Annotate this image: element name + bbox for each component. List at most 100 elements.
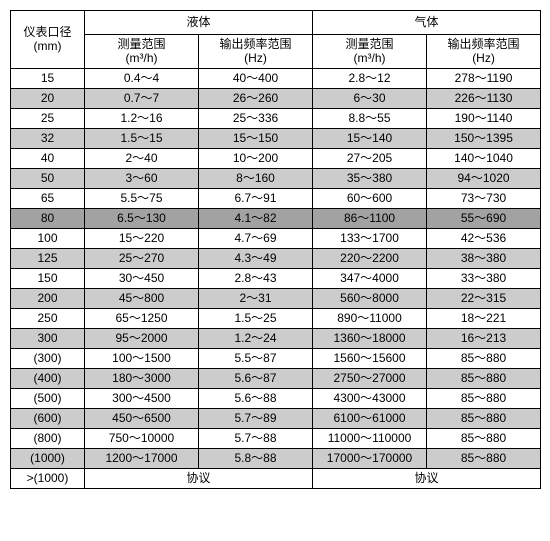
cell-diameter: 80 bbox=[11, 208, 85, 228]
cell-liquid-measure: 1.2～16 bbox=[85, 108, 199, 128]
cell-liquid-agreement: 协议 bbox=[85, 468, 313, 488]
cell-gas-output: 85～880 bbox=[427, 408, 541, 428]
cell-diameter: 65 bbox=[11, 188, 85, 208]
table-row: 251.2～1625～3368.8～55190～1140 bbox=[11, 108, 541, 128]
cell-diameter: 32 bbox=[11, 128, 85, 148]
cell-liquid-output: 4.7～69 bbox=[199, 228, 313, 248]
cell-diameter: (400) bbox=[11, 368, 85, 388]
table-row: 402～4010～20027～205140～1040 bbox=[11, 148, 541, 168]
cell-liquid-measure: 750～10000 bbox=[85, 428, 199, 448]
cell-diameter: 15 bbox=[11, 68, 85, 88]
table-row: 25065～12501.5～25890～1100018～221 bbox=[11, 308, 541, 328]
cell-gas-output: 38～380 bbox=[427, 248, 541, 268]
cell-liquid-measure: 1.5～15 bbox=[85, 128, 199, 148]
cell-gas-output: 85～880 bbox=[427, 348, 541, 368]
cell-gas-measure: 17000～170000 bbox=[313, 448, 427, 468]
cell-liquid-output: 26～260 bbox=[199, 88, 313, 108]
cell-diameter: >(1000) bbox=[11, 468, 85, 488]
cell-liquid-output: 2～31 bbox=[199, 288, 313, 308]
cell-gas-measure: 15～140 bbox=[313, 128, 427, 148]
cell-liquid-measure: 1200～17000 bbox=[85, 448, 199, 468]
table-row: 806.5～1304.1～8286～110055～690 bbox=[11, 208, 541, 228]
cell-gas-measure: 27～205 bbox=[313, 148, 427, 168]
table-row: 321.5～1515～15015～140150～1395 bbox=[11, 128, 541, 148]
cell-liquid-output: 8～160 bbox=[199, 168, 313, 188]
cell-diameter: 40 bbox=[11, 148, 85, 168]
table-row: (800)750～100005.7～8811000～11000085～880 bbox=[11, 428, 541, 448]
cell-gas-output: 85～880 bbox=[427, 388, 541, 408]
cell-gas-measure: 890～11000 bbox=[313, 308, 427, 328]
cell-liquid-output: 5.6～88 bbox=[199, 388, 313, 408]
cell-diameter: 50 bbox=[11, 168, 85, 188]
cell-liquid-output: 1.2～24 bbox=[199, 328, 313, 348]
cell-liquid-output: 1.5～25 bbox=[199, 308, 313, 328]
cell-liquid-measure: 180～3000 bbox=[85, 368, 199, 388]
cell-diameter: 300 bbox=[11, 328, 85, 348]
header-liquid-output: 输出频率范围(Hz) bbox=[199, 35, 313, 69]
table-row: 10015～2204.7～69133～170042～536 bbox=[11, 228, 541, 248]
cell-gas-measure: 2.8～12 bbox=[313, 68, 427, 88]
table-row: (300)100～15005.5～871560～1560085～880 bbox=[11, 348, 541, 368]
cell-gas-measure: 11000～110000 bbox=[313, 428, 427, 448]
cell-liquid-output: 6.7～91 bbox=[199, 188, 313, 208]
cell-gas-measure: 133～1700 bbox=[313, 228, 427, 248]
cell-liquid-output: 15～150 bbox=[199, 128, 313, 148]
header-diameter: 仪表口径(mm) bbox=[11, 11, 85, 69]
cell-gas-output: 278～1190 bbox=[427, 68, 541, 88]
cell-liquid-measure: 95～2000 bbox=[85, 328, 199, 348]
cell-gas-measure: 347～4000 bbox=[313, 268, 427, 288]
cell-gas-output: 33～380 bbox=[427, 268, 541, 288]
cell-liquid-output: 5.5～87 bbox=[199, 348, 313, 368]
table-row: 655.5～756.7～9160～60073～730 bbox=[11, 188, 541, 208]
header-liquid: 液体 bbox=[85, 11, 313, 35]
table-body: 150.4～440～4002.8～12278～1190200.7～726～260… bbox=[11, 68, 541, 488]
cell-gas-measure: 35～380 bbox=[313, 168, 427, 188]
cell-liquid-output: 4.3～49 bbox=[199, 248, 313, 268]
table-row: (400)180～30005.6～872750～2700085～880 bbox=[11, 368, 541, 388]
cell-liquid-measure: 3～60 bbox=[85, 168, 199, 188]
cell-liquid-measure: 25～270 bbox=[85, 248, 199, 268]
cell-liquid-output: 5.7～89 bbox=[199, 408, 313, 428]
cell-gas-output: 226～1130 bbox=[427, 88, 541, 108]
cell-gas-output: 18～221 bbox=[427, 308, 541, 328]
cell-liquid-output: 4.1～82 bbox=[199, 208, 313, 228]
table-row: (600)450～65005.7～896100～6100085～880 bbox=[11, 408, 541, 428]
cell-gas-output: 73～730 bbox=[427, 188, 541, 208]
cell-liquid-output: 5.7～88 bbox=[199, 428, 313, 448]
cell-liquid-measure: 2～40 bbox=[85, 148, 199, 168]
cell-gas-output: 55～690 bbox=[427, 208, 541, 228]
cell-gas-measure: 6～30 bbox=[313, 88, 427, 108]
cell-gas-measure: 220～2200 bbox=[313, 248, 427, 268]
table-row: 12525～2704.3～49220～220038～380 bbox=[11, 248, 541, 268]
cell-liquid-output: 5.8～88 bbox=[199, 448, 313, 468]
header-gas-output: 输出频率范围(Hz) bbox=[427, 35, 541, 69]
cell-liquid-measure: 45～800 bbox=[85, 288, 199, 308]
table-row: 30095～20001.2～241360～1800016～213 bbox=[11, 328, 541, 348]
cell-diameter: 250 bbox=[11, 308, 85, 328]
cell-gas-measure: 2750～27000 bbox=[313, 368, 427, 388]
cell-liquid-output: 10～200 bbox=[199, 148, 313, 168]
cell-diameter: 25 bbox=[11, 108, 85, 128]
table-row: 503～608～16035～38094～1020 bbox=[11, 168, 541, 188]
header-gas-measure: 测量范围(m³/h) bbox=[313, 35, 427, 69]
cell-liquid-output: 40～400 bbox=[199, 68, 313, 88]
table-row: 200.7～726～2606～30226～1130 bbox=[11, 88, 541, 108]
cell-gas-output: 22～315 bbox=[427, 288, 541, 308]
cell-gas-output: 140～1040 bbox=[427, 148, 541, 168]
table-row: 15030～4502.8～43347～400033～380 bbox=[11, 268, 541, 288]
cell-gas-output: 85～880 bbox=[427, 428, 541, 448]
cell-diameter: (500) bbox=[11, 388, 85, 408]
cell-diameter: 100 bbox=[11, 228, 85, 248]
cell-liquid-measure: 5.5～75 bbox=[85, 188, 199, 208]
table-row: 150.4～440～4002.8～12278～1190 bbox=[11, 68, 541, 88]
cell-gas-measure: 86～1100 bbox=[313, 208, 427, 228]
cell-liquid-output: 25～336 bbox=[199, 108, 313, 128]
cell-liquid-output: 2.8～43 bbox=[199, 268, 313, 288]
cell-gas-agreement: 协议 bbox=[313, 468, 541, 488]
cell-diameter: 125 bbox=[11, 248, 85, 268]
cell-diameter: 200 bbox=[11, 288, 85, 308]
cell-liquid-measure: 300～4500 bbox=[85, 388, 199, 408]
cell-gas-measure: 60～600 bbox=[313, 188, 427, 208]
cell-gas-output: 94～1020 bbox=[427, 168, 541, 188]
cell-diameter: (1000) bbox=[11, 448, 85, 468]
